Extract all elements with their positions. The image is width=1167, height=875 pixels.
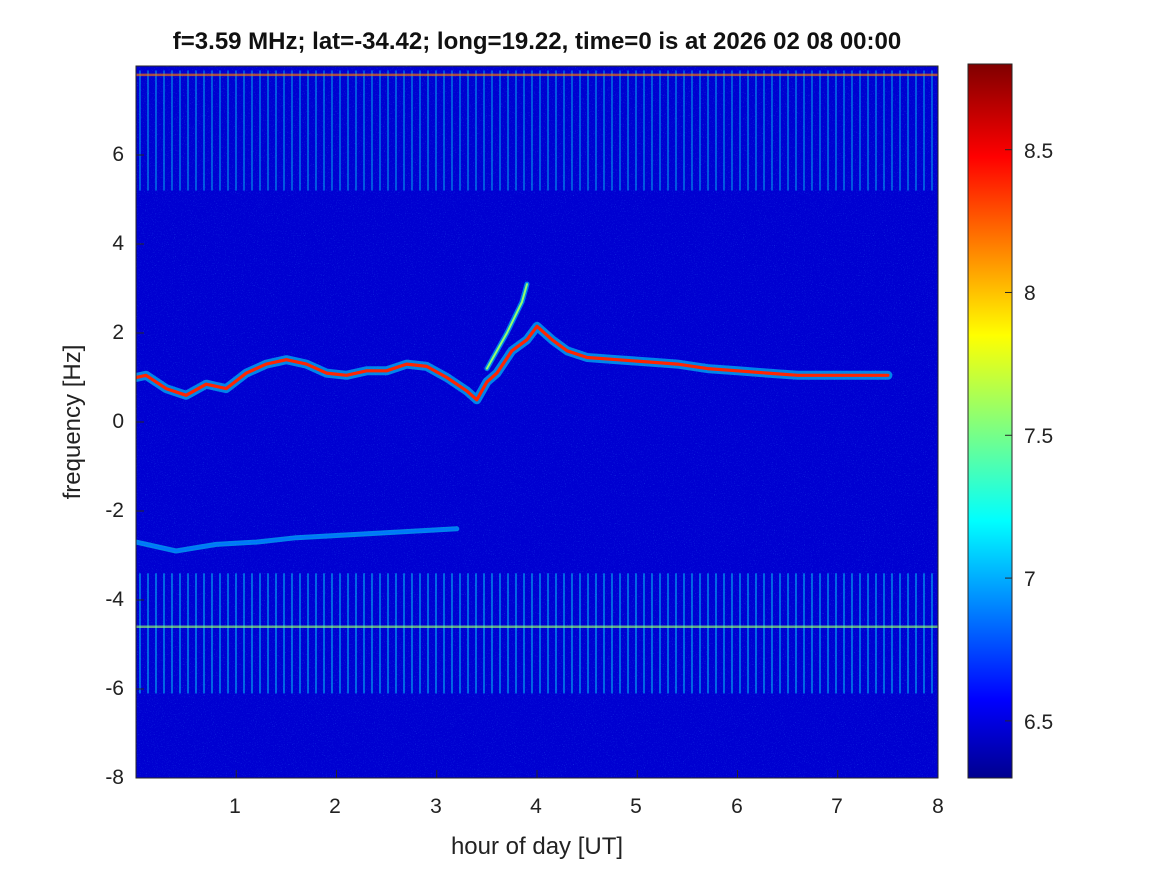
y-tick-label: 4 xyxy=(112,232,124,255)
x-tick-label: 8 xyxy=(932,795,944,818)
chart-title: f=3.59 MHz; lat=-34.42; long=19.22, time… xyxy=(172,28,902,55)
colorbar xyxy=(967,63,1013,779)
colorbar-tick-label: 8.5 xyxy=(1024,140,1054,163)
colorbar-tick-label: 8 xyxy=(1024,282,1036,305)
colorbar-tick-label: 7.5 xyxy=(1024,425,1054,448)
trace-line xyxy=(136,324,890,402)
x-tick-label: 2 xyxy=(329,795,341,818)
y-tick-label: -8 xyxy=(105,766,124,789)
colorbar-tick-label: 7 xyxy=(1024,568,1036,591)
y-tick-label: 6 xyxy=(112,143,124,166)
y-tick-label: -6 xyxy=(105,677,124,700)
y-axis-label: frequency [Hz] xyxy=(59,344,86,500)
x-tick-label: 5 xyxy=(630,795,642,818)
x-tick-label: 1 xyxy=(229,795,241,818)
y-tick-label: -2 xyxy=(105,499,124,522)
trace-line xyxy=(485,283,528,370)
x-tick-label: 6 xyxy=(731,795,743,818)
y-tick-label: 2 xyxy=(112,321,124,344)
x-tick-label: 4 xyxy=(530,795,542,818)
colorbar-tick-label: 6.5 xyxy=(1024,711,1054,734)
y-tick-label: 0 xyxy=(112,410,124,433)
x-axis-label: hour of day [UT] xyxy=(450,833,624,860)
x-tick-label: 3 xyxy=(430,795,442,818)
trace-line xyxy=(136,527,458,552)
y-tick-label: -4 xyxy=(105,588,124,611)
x-tick-label: 7 xyxy=(831,795,843,818)
noise-texture xyxy=(136,66,938,778)
